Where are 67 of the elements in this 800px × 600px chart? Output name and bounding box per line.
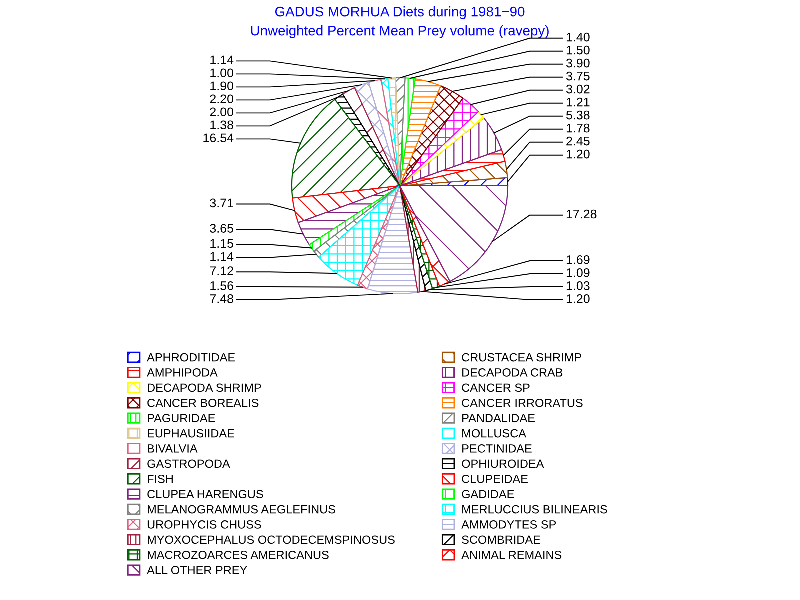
data-label: 1.69 xyxy=(566,256,590,264)
legend-label: EUPHAUSIIDAE xyxy=(148,429,234,438)
pie-slice xyxy=(291,99,401,199)
data-label: 2.45 xyxy=(566,136,590,146)
data-label: 16.54 xyxy=(204,134,234,143)
pie-slice xyxy=(399,78,442,187)
legend-label: AMMODYTES SP xyxy=(462,520,556,529)
legend-label: UROPHYCIS CHUSS xyxy=(148,520,262,529)
legend-label: BIVALVIA xyxy=(148,444,198,453)
data-label: 3.75 xyxy=(566,72,590,81)
chart-subtitle: Unweighted Percent Mean Prey volume (ravepy) xyxy=(251,26,549,38)
legend-label: CANCER BOREALIS xyxy=(148,398,259,408)
legend-label: CRUSTACEA SHRIMP xyxy=(462,353,582,362)
legend-label: MOLLUSCA xyxy=(462,429,526,438)
data-label: 3.71 xyxy=(210,198,234,208)
data-label: 1.14 xyxy=(210,56,234,64)
pie-slice xyxy=(292,185,401,224)
data-label: 7.12 xyxy=(210,266,234,276)
legend-label: CANCER IRRORATUS xyxy=(462,398,583,408)
pie-slice xyxy=(367,185,419,295)
data-label: 5.38 xyxy=(566,110,590,120)
chart-title: GADUS MORHUA Diets during 1981−90 xyxy=(275,6,525,20)
pie-slice xyxy=(318,185,401,286)
data-label: 2.00 xyxy=(210,108,234,117)
legend-label: CLUPEIDAE xyxy=(462,474,528,484)
legend-label: DECAPODA CRAB xyxy=(462,368,563,377)
data-label: 1.15 xyxy=(210,239,234,248)
legend-label: OPHIUROIDEA xyxy=(462,460,544,468)
data-label: 3.02 xyxy=(566,84,590,94)
data-label: 3.90 xyxy=(566,58,590,68)
legend-label: SCOMBRIDAE xyxy=(462,536,540,544)
data-label: 7.48 xyxy=(210,294,234,304)
data-label: 1.14 xyxy=(210,252,234,261)
legend-label: DECAPODA SHRIMP xyxy=(148,384,262,392)
data-label: 1.03 xyxy=(566,282,590,290)
data-label: 1.20 xyxy=(566,294,590,304)
legend-label: CANCER SP xyxy=(462,384,530,392)
data-label: 1.90 xyxy=(210,82,234,91)
legend-label: CLUPEA HARENGUS xyxy=(148,490,264,499)
legend-label: PANDALIDAE xyxy=(462,414,535,422)
legend-label: MERLUCCIUS BILINEARIS xyxy=(462,505,608,514)
data-label: 1.56 xyxy=(210,282,234,290)
legend-label: ANIMAL REMAINS xyxy=(462,550,562,560)
data-label: 17.28 xyxy=(566,210,597,219)
legend-label: ALL OTHER PREY xyxy=(147,566,248,575)
legend-label: PAGURIDAE xyxy=(148,414,216,423)
legend-label: PECTINIDAE xyxy=(462,444,532,453)
data-label: 1.00 xyxy=(210,68,234,78)
legend-label: MACROZOARCES AMERICANUS xyxy=(148,550,329,560)
data-label: 1.21 xyxy=(566,98,590,107)
data-label: 1.78 xyxy=(566,124,590,133)
data-label: 1.20 xyxy=(566,150,590,159)
legend-label: APHRODITIDAE xyxy=(147,353,236,362)
legend-label: AMPHIPODA xyxy=(147,368,218,377)
legend-label: MELANOGRAMMUS AEGLEFINUS xyxy=(148,505,336,514)
legend-label: FISH xyxy=(148,474,173,484)
legend-label: GASTROPODA xyxy=(148,460,230,468)
data-label: 3.65 xyxy=(210,224,234,233)
data-label: 1.40 xyxy=(566,32,590,42)
data-label: 2.20 xyxy=(210,94,234,104)
pie-slice xyxy=(399,85,464,187)
legend-label: MYOXOCEPHALUS OCTODECEMSPINOSUS xyxy=(148,536,395,544)
legend-label: GADIDAE xyxy=(462,490,514,499)
data-label: 1.38 xyxy=(210,120,234,130)
data-label: 1.50 xyxy=(566,46,590,55)
data-label: 1.09 xyxy=(566,268,590,278)
pie-slice xyxy=(399,98,480,187)
